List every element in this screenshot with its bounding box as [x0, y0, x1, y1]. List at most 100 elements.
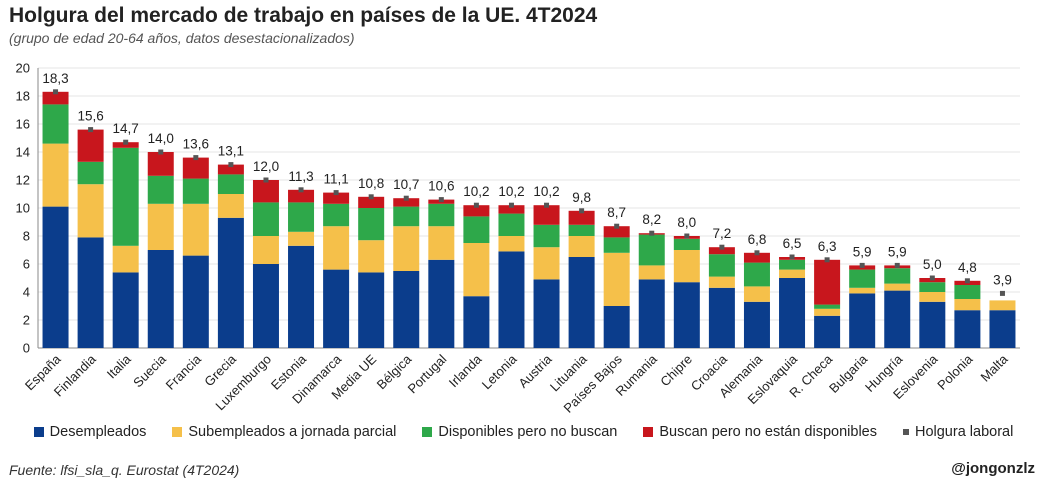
bar-segment	[814, 308, 841, 316]
bar-segment	[42, 91, 69, 105]
data-label: 15,6	[77, 109, 103, 124]
bar-segment	[708, 254, 735, 277]
bar-segment	[42, 104, 69, 144]
chart-legend: Desempleados Subempleados a jornada parc…	[0, 424, 1047, 440]
bar-segment	[112, 245, 139, 273]
y-tick-label: 16	[16, 117, 30, 132]
legend-swatch-disponibles	[422, 427, 433, 437]
bar-segment	[814, 304, 841, 309]
bar-segment	[638, 234, 665, 266]
bar-segment	[884, 268, 911, 284]
legend-label-buscan: Buscan pero no están disponibles	[659, 424, 877, 440]
x-tick-label: Italia	[104, 351, 135, 382]
total-marker	[368, 194, 374, 200]
bar-segment	[568, 236, 595, 257]
bar-segment	[989, 310, 1016, 348]
total-marker	[859, 262, 865, 268]
legend-label-subempleados: Subempleados a jornada parcial	[188, 424, 397, 440]
legend-item-disponibles: Disponibles pero no buscan	[422, 424, 617, 440]
legend-item-buscan: Buscan pero no están disponibles	[643, 424, 877, 440]
total-marker	[473, 202, 479, 208]
data-label: 11,1	[323, 172, 348, 187]
legend-label-holgura: Holgura laboral	[914, 424, 1014, 440]
y-tick-label: 4	[23, 285, 30, 300]
data-label: 4,8	[958, 260, 977, 275]
bar-segment	[463, 216, 490, 243]
bar-segment	[603, 252, 630, 306]
data-label: 9,8	[572, 190, 591, 205]
data-label: 5,0	[923, 257, 942, 272]
total-marker	[438, 197, 444, 203]
x-tick-label: Bulgaria	[826, 351, 871, 396]
bar-segment	[919, 292, 946, 302]
source-note: Fuente: lfsi_sla_q. Eurostat (4T2024)	[9, 462, 240, 478]
total-marker	[403, 195, 409, 201]
bar-segment	[779, 269, 806, 278]
data-label: 12,0	[253, 159, 279, 174]
bar-segment	[288, 202, 315, 232]
bar-segment	[147, 175, 174, 204]
bar-segment	[989, 300, 1016, 311]
bar-segment	[708, 287, 735, 348]
total-marker	[123, 139, 129, 145]
data-label: 10,8	[358, 176, 384, 191]
bar-segment	[498, 205, 525, 214]
bar-segment	[779, 259, 806, 270]
total-marker	[508, 202, 514, 208]
bar-segment	[42, 143, 69, 207]
data-label: 8,0	[677, 215, 696, 230]
y-tick-label: 18	[16, 89, 30, 104]
data-label: 13,6	[183, 137, 209, 152]
total-marker	[544, 202, 550, 208]
bar-segment	[217, 174, 244, 194]
bar-segment	[217, 194, 244, 218]
author-credit: @jongonzlz	[951, 460, 1035, 477]
bar-segment	[568, 257, 595, 348]
bar-segment	[498, 251, 525, 348]
bar-segment	[217, 164, 244, 175]
y-tick-label: 8	[23, 229, 30, 244]
bar-segment	[849, 293, 876, 348]
bar-segment	[428, 226, 455, 260]
bar-segment	[954, 310, 981, 348]
total-marker	[298, 187, 304, 193]
bar-segment	[42, 206, 69, 348]
x-tick-label: Francia	[163, 351, 205, 393]
bar-segment	[77, 129, 104, 162]
total-marker	[158, 149, 164, 155]
bar-segment	[533, 224, 560, 248]
bar-segment	[743, 262, 770, 287]
total-marker	[228, 162, 234, 168]
bar-segment	[393, 198, 420, 207]
bar-segment	[568, 224, 595, 236]
data-label: 8,7	[607, 205, 626, 220]
bar-segment	[393, 206, 420, 227]
data-label: 8,2	[642, 212, 661, 227]
legend-swatch-subempleados	[172, 427, 183, 437]
total-marker	[53, 89, 59, 95]
bar-segment	[358, 240, 385, 273]
data-label: 5,9	[853, 244, 872, 259]
total-marker	[333, 190, 339, 196]
bar-segment	[323, 192, 350, 204]
bar-segment	[323, 203, 350, 227]
y-tick-label: 20	[16, 61, 30, 76]
bar-segment	[393, 226, 420, 271]
chart-subtitle: (grupo de edad 20-64 años, datos desesta…	[9, 30, 355, 46]
total-marker	[263, 177, 269, 183]
bar-segment	[463, 205, 490, 217]
bar-segment	[77, 237, 104, 348]
data-label: 14,7	[113, 121, 139, 136]
bar-segment	[673, 238, 700, 250]
legend-item-holgura: Holgura laboral	[902, 424, 1014, 440]
total-marker	[719, 244, 725, 250]
bar-segment	[463, 243, 490, 297]
bar-segment	[182, 157, 209, 179]
data-label: 10,2	[533, 184, 559, 199]
data-label: 5,9	[888, 244, 907, 259]
bar-segment	[954, 285, 981, 299]
data-label: 11,3	[288, 169, 313, 184]
bar-segment	[252, 236, 279, 264]
bar-segment	[182, 203, 209, 256]
bar-segment	[779, 278, 806, 348]
